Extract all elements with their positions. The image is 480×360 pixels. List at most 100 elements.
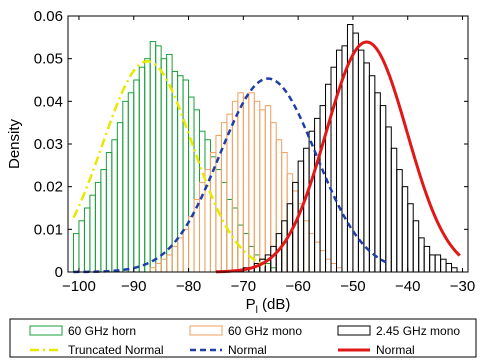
- histogram-series: [72, 41, 277, 273]
- histogram-bar: [177, 237, 184, 273]
- fitted-curve-line: [73, 77, 387, 274]
- histogram-bar: [127, 92, 135, 273]
- legend-label: 2.45 GHz mono: [376, 324, 460, 338]
- histogram-bar: [385, 126, 392, 273]
- x-tick-label: −80: [176, 278, 201, 295]
- histogram-bar: [171, 245, 179, 273]
- legend-item: 60 GHz horn: [29, 324, 136, 338]
- histogram-bar: [133, 79, 140, 273]
- x-tick-label: −70: [231, 278, 256, 295]
- histogram-bar: [434, 254, 442, 273]
- histogram-bar: [429, 254, 436, 273]
- histogram-bars: [72, 24, 458, 273]
- histogram-bar: [182, 228, 190, 273]
- x-tick-label: −30: [450, 278, 475, 295]
- histogram-bar: [149, 41, 157, 273]
- histogram-bar: [281, 152, 288, 273]
- histogram-bar: [308, 233, 316, 273]
- histogram-bar: [83, 207, 91, 273]
- histogram-bar: [445, 262, 453, 273]
- histogram-bar: [160, 258, 168, 273]
- y-tick-label: 0.05: [34, 51, 63, 68]
- fitted-curve-line: [215, 40, 461, 274]
- histogram-bar: [407, 203, 414, 273]
- y-axis-label: Density: [6, 118, 23, 169]
- histogram-bar: [357, 49, 365, 273]
- histogram-bar: [149, 267, 157, 273]
- legend-label: 60 GHz mono: [228, 324, 302, 338]
- histogram-bar: [144, 58, 151, 273]
- x-tick-label: −60: [285, 278, 310, 295]
- histogram-bar: [423, 245, 431, 273]
- histogram-bar: [368, 75, 376, 273]
- histogram-bar: [264, 105, 272, 273]
- histogram-bar: [199, 130, 206, 273]
- histogram-bar: [94, 181, 102, 273]
- legend-label: Normal: [376, 343, 415, 357]
- histogram-bar: [231, 207, 239, 273]
- histogram-bar: [231, 100, 239, 273]
- histogram-bar: [253, 100, 261, 273]
- histogram-bar: [451, 267, 458, 273]
- histogram-bar: [374, 92, 381, 273]
- y-tick-label: 0.04: [34, 93, 63, 110]
- legend-label: Normal: [228, 343, 267, 357]
- histogram-bar: [215, 169, 222, 273]
- histogram-bar: [188, 216, 195, 273]
- histogram-bar: [105, 152, 113, 273]
- histogram-bar: [270, 267, 277, 273]
- histogram-bar: [440, 258, 447, 273]
- y-tick-label: 0.01: [34, 221, 63, 238]
- histogram-bar: [155, 45, 162, 273]
- histogram-bar: [401, 186, 409, 273]
- histogram-bar: [396, 169, 403, 273]
- histogram-bar: [363, 62, 370, 273]
- x-axis-label: Pl (dB): [246, 296, 291, 316]
- y-tick-label: 0: [55, 264, 63, 281]
- x-axis-label-subscript: l: [256, 305, 258, 316]
- histogram-bar: [303, 220, 310, 273]
- histogram-bar: [182, 79, 190, 273]
- legend-swatch: [189, 325, 223, 336]
- legend-item: 60 GHz mono: [189, 324, 302, 338]
- legend-label: 60 GHz horn: [68, 324, 136, 338]
- histogram-bar: [314, 117, 321, 273]
- y-tick-label: 0.02: [34, 179, 63, 196]
- histogram-bar: [226, 198, 233, 273]
- histogram-bar: [325, 258, 332, 273]
- histogram-bar: [226, 113, 233, 273]
- histogram-bar: [138, 66, 146, 273]
- legend-item: 2.45 GHz mono: [337, 324, 460, 338]
- x-axis-label-main: P: [246, 296, 256, 313]
- histogram-bar: [166, 254, 173, 273]
- fitted-curves: [72, 40, 461, 274]
- histogram-bar: [155, 262, 162, 273]
- histogram-bar: [412, 220, 420, 273]
- histogram-bar: [270, 122, 277, 273]
- histogram-bar: [188, 96, 195, 273]
- histogram-bar: [319, 250, 327, 273]
- fitted-curve-line: [72, 60, 266, 267]
- histogram-bar: [308, 130, 316, 273]
- histogram-bar: [286, 173, 294, 273]
- histogram-bar: [259, 109, 266, 273]
- histogram-bar: [78, 220, 85, 273]
- legend-item: Normal: [190, 343, 267, 357]
- legend-item: Normal: [338, 343, 415, 357]
- axis-ticks: −100 −90 −80 −70 −60 −50 −40 −30 0 0.01 0.02 0.03 0.…: [34, 8, 475, 295]
- histogram-bar: [418, 237, 425, 273]
- histogram-bar: [116, 122, 124, 273]
- legend-box: [9, 318, 477, 358]
- y-tick-label: 0.03: [34, 136, 63, 153]
- legend-item: Truncated Normal: [30, 343, 164, 357]
- histogram-bar: [89, 194, 96, 273]
- histogram-bar: [204, 139, 211, 273]
- x-tick-label: −40: [395, 278, 420, 295]
- histogram-bar: [330, 262, 337, 273]
- histogram-bar: [122, 100, 129, 273]
- histogram-series: [149, 92, 343, 273]
- histogram-bar: [220, 122, 228, 273]
- histogram-bar: [303, 147, 310, 273]
- histogram-bar: [193, 198, 201, 273]
